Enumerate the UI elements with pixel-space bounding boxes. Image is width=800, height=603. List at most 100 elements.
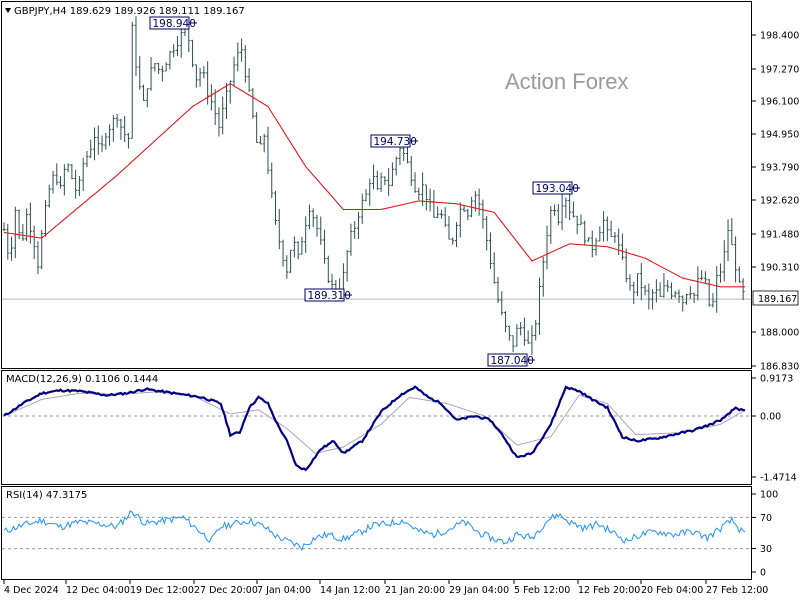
price-bar [108, 124, 112, 146]
price-bar [138, 55, 142, 90]
price-bar [643, 284, 647, 296]
price-bar [266, 126, 270, 175]
price-bar [13, 206, 17, 259]
current-price-label: 189.167 [758, 294, 797, 305]
macd-axis-label: -1.4714 [760, 473, 797, 484]
time-axis-label: 5 Feb 12:00 [514, 585, 570, 596]
price-bar [496, 276, 500, 304]
price-bar [221, 96, 225, 135]
price-bar [21, 224, 25, 241]
price-axis-label: 192.620 [760, 196, 799, 207]
price-axis-label: 186.830 [760, 362, 799, 373]
price-bar [160, 65, 164, 82]
price-bar [255, 112, 259, 143]
price-bar [274, 190, 278, 225]
price-bar [32, 225, 36, 259]
price-bar [549, 206, 553, 244]
price-bar [175, 35, 179, 57]
price-bar [179, 28, 183, 58]
price-bar [360, 193, 364, 224]
price-bar [74, 169, 78, 199]
price-bar [632, 281, 636, 304]
price-bar [511, 335, 515, 352]
price-bar [364, 189, 368, 202]
price-bar [262, 133, 266, 153]
price-bar [81, 158, 85, 191]
price-bar [741, 278, 745, 301]
price-bar [93, 127, 97, 161]
price-bar [541, 256, 545, 297]
price-bar [526, 330, 530, 344]
price-bar [213, 89, 217, 126]
price-bar [715, 266, 719, 313]
price-bar [613, 231, 617, 243]
price-bar [726, 219, 730, 262]
price-bar [519, 322, 523, 336]
price-bar [236, 42, 240, 72]
price-bar [319, 216, 323, 245]
rsi-axis-label: 0 [760, 568, 766, 579]
price-bar [515, 324, 519, 347]
price-bar [123, 115, 127, 143]
price-bar [77, 175, 81, 197]
price-bar [492, 252, 496, 284]
price-bar [40, 229, 44, 270]
price-bar [654, 279, 658, 303]
price-bar [134, 16, 138, 77]
price-bar [258, 135, 262, 145]
time-axis-label: 27 Feb 12:00 [706, 585, 768, 596]
price-bar [530, 325, 534, 355]
price-bar [522, 317, 526, 346]
macd-series [2, 385, 751, 472]
price-bar [353, 221, 357, 239]
dropdown-triangle-icon[interactable] [5, 8, 11, 13]
time-axis-label: 21 Jan 20:00 [385, 585, 445, 596]
price-bar [700, 270, 704, 281]
price-bar [537, 277, 541, 335]
price-bar [300, 236, 304, 255]
price-bar [115, 113, 119, 128]
price-bar [639, 262, 643, 301]
price-bar [104, 132, 108, 150]
price-panel [1, 1, 752, 369]
price-bar [89, 139, 93, 159]
annotation-label: 187.040 [491, 355, 534, 367]
price-bar [326, 255, 330, 284]
macd-header: MACD(12,26,9) 0.1106 0.1444 [6, 374, 158, 385]
price-bar [398, 145, 402, 166]
price-bar [323, 229, 327, 264]
price-bar [707, 278, 711, 307]
price-bar [28, 202, 32, 244]
axes: 198.400 197.270 196.100 194.950 193.790 192.6… [3, 31, 799, 596]
price-bar [126, 133, 130, 149]
annotation-label: 193.040 [536, 183, 579, 195]
price-bar [451, 237, 455, 245]
price-bar [730, 217, 734, 246]
price-axis-label: 194.950 [760, 130, 799, 141]
price-bar [587, 237, 591, 242]
rsi-axis-label: 30 [760, 544, 772, 555]
price-bar [119, 118, 123, 140]
price-bar [62, 164, 66, 196]
price-bar [620, 233, 624, 261]
price-bar [194, 64, 198, 88]
price-bar [703, 271, 707, 283]
price-bar [149, 57, 153, 91]
watermark: Action Forex [505, 69, 629, 94]
moving-average-line [3, 82, 745, 288]
price-bar [368, 178, 372, 206]
price-bar [443, 207, 447, 227]
macd-panel [1, 370, 752, 485]
price-bar [673, 291, 677, 298]
price-bar [43, 199, 47, 237]
price-bar [737, 266, 741, 283]
price-bar [598, 226, 602, 242]
price-bar [349, 223, 353, 256]
price-bar [51, 170, 55, 194]
price-bar [345, 249, 349, 282]
annotation-label: 194.730 [374, 136, 417, 148]
rsi-line [3, 509, 746, 552]
price-bar [666, 280, 670, 292]
price-bar [564, 197, 568, 219]
price-bar [251, 87, 255, 119]
